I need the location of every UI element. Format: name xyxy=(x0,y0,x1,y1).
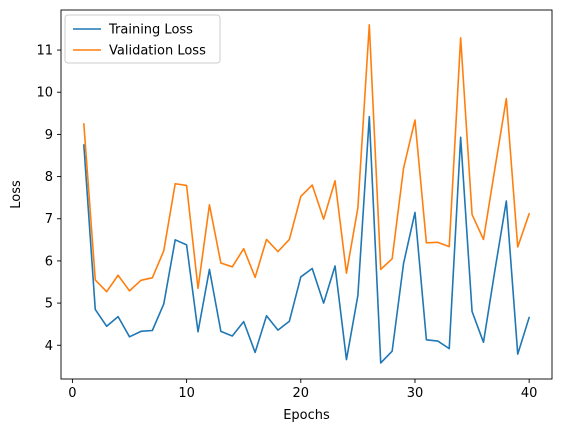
legend-label: Validation Loss xyxy=(109,44,206,59)
legend-label: Training Loss xyxy=(108,23,193,38)
y-tick-label: 8 xyxy=(45,170,53,185)
y-axis-label: Loss xyxy=(9,180,24,209)
series-lines xyxy=(83,23,530,364)
plot-area xyxy=(60,9,553,380)
legend: Training Loss Validation Loss xyxy=(64,14,221,64)
x-tick-label: 10 xyxy=(178,386,195,401)
y-axis: 4 5 6 7 8 9 10 11 xyxy=(36,44,61,354)
y-tick-label: 9 xyxy=(45,128,53,143)
y-tick-label: 11 xyxy=(36,44,53,59)
x-tick-label: 0 xyxy=(68,386,76,401)
x-tick-label: 30 xyxy=(407,386,424,401)
y-tick-label: 4 xyxy=(45,339,53,354)
y-tick-label: 6 xyxy=(45,254,53,269)
x-axis: 0 10 20 30 40 xyxy=(68,379,537,401)
y-tick-label: 10 xyxy=(36,86,53,101)
series-line-validation-loss xyxy=(83,23,530,293)
series-line-training-loss xyxy=(83,115,530,364)
y-tick-label: 5 xyxy=(45,297,53,312)
x-axis-label: Epochs xyxy=(283,408,330,423)
y-tick-label: 7 xyxy=(45,212,53,227)
legend-box xyxy=(64,14,221,64)
x-tick-label: 40 xyxy=(521,386,538,401)
x-tick-label: 20 xyxy=(293,386,310,401)
plot-frame xyxy=(60,9,553,380)
